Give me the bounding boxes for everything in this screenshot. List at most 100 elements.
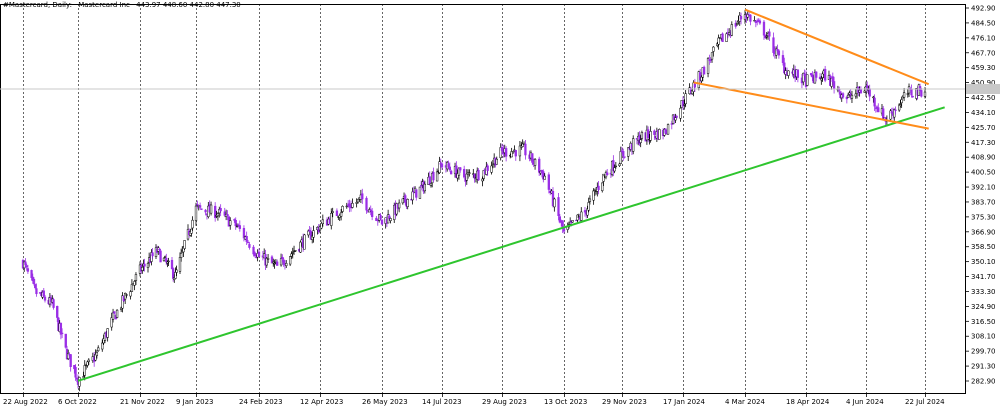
price-tick-label: 417.30 bbox=[971, 139, 996, 147]
candle-body bbox=[775, 48, 778, 56]
candle-body bbox=[613, 167, 616, 172]
price-tick-label: 484.50 bbox=[971, 19, 996, 27]
candle-body bbox=[820, 78, 823, 81]
candle-body bbox=[765, 36, 768, 38]
candle-body bbox=[796, 69, 800, 78]
candle-body bbox=[223, 211, 226, 216]
candle-body bbox=[276, 261, 279, 266]
candle-body bbox=[749, 14, 752, 22]
candle-body bbox=[125, 294, 128, 296]
candle-body bbox=[146, 263, 150, 269]
candle-body bbox=[235, 225, 239, 228]
candle-body bbox=[468, 172, 471, 174]
candle-body bbox=[158, 248, 161, 251]
candle-body bbox=[183, 240, 186, 249]
price-tick-label: 341.70 bbox=[971, 273, 996, 281]
candle-body bbox=[783, 62, 786, 74]
candle-body bbox=[448, 166, 451, 171]
trendline-wedge-upper bbox=[744, 8, 930, 86]
candle-body bbox=[356, 198, 360, 203]
candle-body bbox=[906, 93, 909, 95]
candle-body bbox=[331, 211, 334, 213]
candle-body bbox=[341, 206, 344, 212]
candle-body bbox=[700, 76, 703, 82]
candle-body bbox=[43, 296, 47, 301]
candle-body bbox=[165, 257, 168, 263]
candle-body bbox=[477, 169, 480, 181]
price-tick-label: 450.90 bbox=[971, 79, 996, 87]
candle-body bbox=[369, 209, 372, 212]
candle-body bbox=[361, 193, 364, 200]
candle-body bbox=[841, 93, 845, 98]
date-tick-label: 22 Aug 2022 bbox=[3, 398, 48, 406]
candle-body bbox=[730, 24, 733, 36]
candle-body bbox=[113, 311, 116, 314]
price-tick-label: 392.10 bbox=[971, 184, 996, 192]
candle-body bbox=[675, 116, 678, 118]
candle-body bbox=[623, 156, 626, 158]
candle-body bbox=[768, 31, 771, 37]
date-tick-label: 13 Oct 2023 bbox=[544, 398, 587, 406]
candle-body bbox=[226, 214, 229, 216]
candle-body bbox=[411, 191, 414, 201]
candle-body bbox=[166, 261, 169, 264]
price-tick-label: 492.90 bbox=[971, 5, 996, 13]
candle-body bbox=[198, 205, 202, 208]
candle-body bbox=[245, 236, 248, 242]
candle-body bbox=[580, 211, 583, 221]
candle-body bbox=[811, 74, 814, 78]
candle-body bbox=[706, 58, 710, 74]
date-tick-label: 14 Jul 2023 bbox=[422, 398, 462, 406]
candle-body bbox=[684, 93, 687, 105]
candle-body bbox=[25, 265, 28, 268]
candle-body bbox=[486, 165, 489, 171]
candle-body bbox=[281, 256, 284, 260]
candle-body bbox=[397, 202, 401, 209]
candle-body bbox=[97, 347, 100, 352]
candle-body bbox=[290, 253, 293, 257]
date-tick-label: 18 Apr 2024 bbox=[786, 398, 830, 406]
candle-body bbox=[35, 288, 38, 295]
candle-body bbox=[911, 95, 914, 98]
candle-body bbox=[163, 256, 167, 258]
candle-body bbox=[87, 359, 90, 362]
candle-body bbox=[200, 208, 203, 210]
candle-body bbox=[162, 257, 166, 261]
price-tick-label: 400.50 bbox=[971, 169, 996, 177]
candle-body bbox=[558, 216, 562, 223]
candle-body bbox=[141, 267, 144, 271]
candle-body bbox=[134, 274, 138, 281]
candle-body bbox=[365, 197, 368, 211]
price-tick-label: 459.30 bbox=[971, 64, 996, 72]
candle-body bbox=[307, 230, 310, 236]
candle-body bbox=[285, 263, 288, 267]
candle-body bbox=[167, 260, 170, 263]
date-tick-label: 29 Nov 2023 bbox=[602, 398, 647, 406]
price-tick-label: 350.10 bbox=[971, 258, 996, 266]
candle-body bbox=[86, 361, 89, 366]
candle-body bbox=[279, 258, 283, 266]
candle-body bbox=[174, 271, 177, 279]
candle-body bbox=[716, 43, 719, 46]
candle-body bbox=[632, 138, 635, 152]
chart-title: #Mastercard, Daily: Mastercard Inc 443.9… bbox=[3, 1, 245, 9]
candle-body bbox=[238, 225, 241, 229]
candle-body bbox=[533, 159, 537, 166]
price-tick-label: 282.90 bbox=[971, 378, 996, 386]
candle-body bbox=[456, 173, 459, 179]
candle-body bbox=[781, 55, 785, 63]
candle-body bbox=[111, 312, 115, 320]
candle-body bbox=[64, 333, 67, 348]
date-tick-label: 21 Nov 2022 bbox=[120, 398, 165, 406]
candle-body bbox=[923, 91, 927, 97]
candle-body bbox=[388, 215, 391, 220]
candle-body bbox=[481, 178, 484, 182]
candle-body bbox=[543, 175, 546, 180]
candle-body bbox=[440, 163, 444, 168]
chart-instrument-name: Mastercard Inc bbox=[78, 1, 130, 9]
candle-body bbox=[717, 37, 720, 45]
candle-body bbox=[82, 376, 85, 378]
candle-body bbox=[282, 259, 285, 265]
